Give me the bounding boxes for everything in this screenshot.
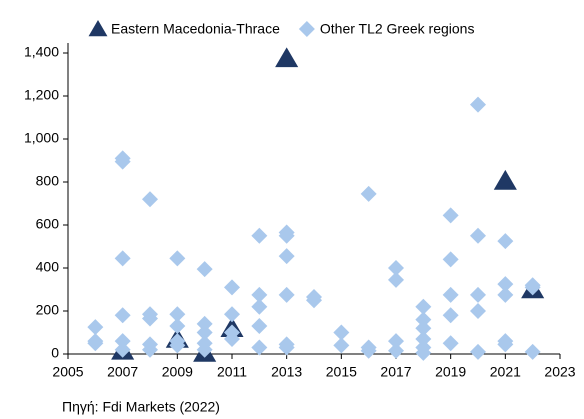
point	[415, 344, 432, 361]
point	[333, 324, 350, 341]
point	[442, 286, 459, 303]
point	[278, 227, 295, 244]
x-tick-label: 2011	[217, 364, 247, 380]
point	[442, 207, 459, 224]
point	[278, 339, 295, 356]
point	[333, 337, 350, 354]
point	[388, 271, 404, 288]
x-tick-label: 2017	[380, 364, 411, 380]
point	[278, 248, 295, 265]
point	[388, 260, 404, 276]
point	[278, 286, 295, 303]
x-tick-label: 2005	[52, 364, 83, 380]
point	[470, 227, 486, 244]
x-tick-label: 2023	[544, 364, 575, 380]
point	[114, 341, 131, 358]
source-note: Πηγή: Fdi Markets (2022)	[62, 399, 220, 415]
point	[497, 233, 514, 250]
point	[196, 261, 213, 278]
x-tick-label: 2021	[490, 364, 521, 380]
point	[114, 307, 131, 324]
x-tick-label: 2007	[107, 364, 138, 380]
point	[114, 250, 131, 267]
point	[251, 286, 268, 303]
point	[275, 47, 299, 68]
point	[224, 306, 240, 323]
x-tick-label: 2015	[326, 364, 357, 380]
point	[442, 251, 459, 268]
point	[493, 169, 517, 190]
x-tick-label: 2013	[271, 364, 302, 380]
point	[87, 335, 104, 352]
y-tick-label: 800	[36, 173, 60, 189]
point	[114, 333, 131, 350]
point	[442, 307, 459, 324]
y-tick-label: 1,200	[24, 87, 59, 103]
y-tick-label: 1,000	[24, 130, 59, 146]
point	[497, 336, 514, 353]
point	[470, 286, 486, 303]
legend-marker	[298, 21, 315, 37]
point	[224, 330, 240, 347]
point	[470, 343, 486, 360]
legend-label: Eastern Macedonia-Thrace	[111, 21, 280, 37]
point	[470, 303, 486, 319]
point	[360, 185, 377, 202]
point	[524, 279, 541, 296]
y-tick-label: 0	[51, 345, 59, 361]
point	[524, 343, 541, 360]
y-tick-label: 1,400	[24, 44, 59, 60]
legend-label: Other TL2 Greek regions	[320, 21, 475, 37]
point	[169, 250, 186, 267]
y-tick-label: 400	[36, 259, 60, 275]
point	[470, 96, 486, 113]
point	[196, 315, 213, 332]
point	[497, 276, 514, 293]
point	[388, 333, 404, 350]
point	[415, 330, 432, 347]
point	[306, 292, 322, 309]
point	[196, 324, 213, 341]
point	[196, 341, 213, 358]
point	[251, 318, 268, 335]
point	[388, 342, 404, 359]
point	[142, 341, 158, 358]
point	[169, 306, 186, 323]
point	[497, 286, 514, 303]
point	[142, 310, 158, 327]
x-tick-label: 2009	[162, 364, 193, 380]
point	[251, 339, 268, 356]
point	[87, 319, 104, 336]
point	[169, 318, 186, 335]
point	[224, 279, 240, 296]
y-tick-label: 200	[36, 302, 60, 318]
legend-marker	[88, 20, 108, 37]
point	[251, 298, 268, 315]
x-tick-label: 2019	[435, 364, 466, 380]
point	[142, 191, 158, 208]
point	[442, 335, 459, 352]
point	[114, 153, 131, 170]
point	[360, 342, 377, 359]
point	[251, 227, 268, 244]
y-tick-label: 600	[36, 216, 60, 232]
point	[415, 311, 432, 328]
point	[169, 337, 186, 354]
point	[415, 298, 432, 315]
point	[415, 320, 432, 337]
